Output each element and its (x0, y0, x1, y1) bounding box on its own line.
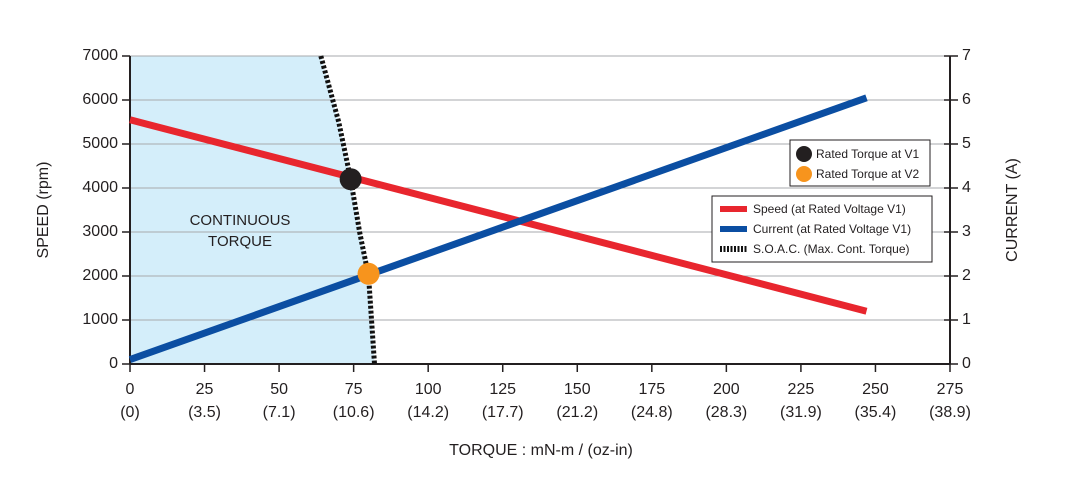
legend-label: Rated Torque at V2 (816, 167, 920, 181)
x-tick-label: 250 (862, 381, 889, 398)
y2-tick-label: 2 (962, 267, 971, 284)
rated-point (357, 262, 380, 285)
x-tick-sublabel: (3.5) (188, 404, 221, 421)
legend-label: S.O.A.C. (Max. Cont. Torque) (753, 242, 910, 256)
x-tick-label: 175 (638, 381, 665, 398)
annotation: TORQUE (208, 233, 272, 250)
x-tick-sublabel: (17.7) (482, 404, 524, 421)
y-tick-label: 7000 (82, 47, 118, 64)
x-tick-sublabel: (35.4) (855, 404, 897, 421)
y2-tick-label: 4 (962, 179, 971, 196)
x-tick-label: 200 (713, 381, 740, 398)
x-tick-label: 25 (196, 381, 214, 398)
legend-box (711, 195, 933, 263)
series-line (318, 55, 378, 365)
x-tick-label: 125 (489, 381, 516, 398)
y-tick-label: 3000 (82, 223, 118, 240)
y-tick-label: 6000 (82, 91, 118, 108)
series-line (128, 94, 868, 363)
x-tick-label: 100 (415, 381, 442, 398)
legend-marker (796, 166, 812, 182)
y2-tick-label: 0 (962, 355, 971, 372)
rated-point (339, 168, 362, 191)
y-tick-label: 0 (109, 355, 118, 372)
x-tick-label: 275 (937, 381, 964, 398)
y-tick-label: 1000 (82, 311, 118, 328)
x-tick-label: 150 (564, 381, 591, 398)
y-tick-label: 5000 (82, 135, 118, 152)
y2-axis-title: CURRENT (A) (1004, 158, 1021, 262)
x-tick-sublabel: (0) (120, 404, 140, 421)
y2-tick-label: 6 (962, 91, 971, 108)
legend-marker (796, 146, 812, 162)
series-line (129, 116, 868, 315)
y2-tick-label: 1 (962, 311, 971, 328)
x-tick-sublabel: (24.8) (631, 404, 673, 421)
x-tick-label: 50 (270, 381, 288, 398)
x-tick-sublabel: (38.9) (929, 404, 971, 421)
x-tick-sublabel: (28.3) (705, 404, 747, 421)
x-axis-title: TORQUE : mN-m / (oz-in) (449, 442, 633, 459)
legend-box (789, 139, 931, 187)
x-tick-label: 225 (788, 381, 815, 398)
y-axis-title: SPEED (rpm) (35, 162, 52, 259)
x-tick-label: 0 (126, 381, 135, 398)
x-tick-label: 75 (345, 381, 363, 398)
y-tick-label: 2000 (82, 267, 118, 284)
y-tick-label: 4000 (82, 179, 118, 196)
x-tick-sublabel: (31.9) (780, 404, 822, 421)
x-tick-sublabel: (10.6) (333, 404, 375, 421)
y2-tick-label: 7 (962, 47, 971, 64)
legend-label: Speed (at Rated Voltage V1) (753, 202, 906, 216)
annotation: CONTINUOUS (190, 212, 291, 229)
x-tick-sublabel: (7.1) (263, 404, 296, 421)
x-tick-sublabel: (14.2) (407, 404, 449, 421)
legend-label: Rated Torque at V1 (816, 147, 920, 161)
y2-tick-label: 5 (962, 135, 971, 152)
legend-label: Current (at Rated Voltage V1) (753, 222, 911, 236)
x-tick-sublabel: (21.2) (556, 404, 598, 421)
y2-tick-label: 3 (962, 223, 971, 240)
